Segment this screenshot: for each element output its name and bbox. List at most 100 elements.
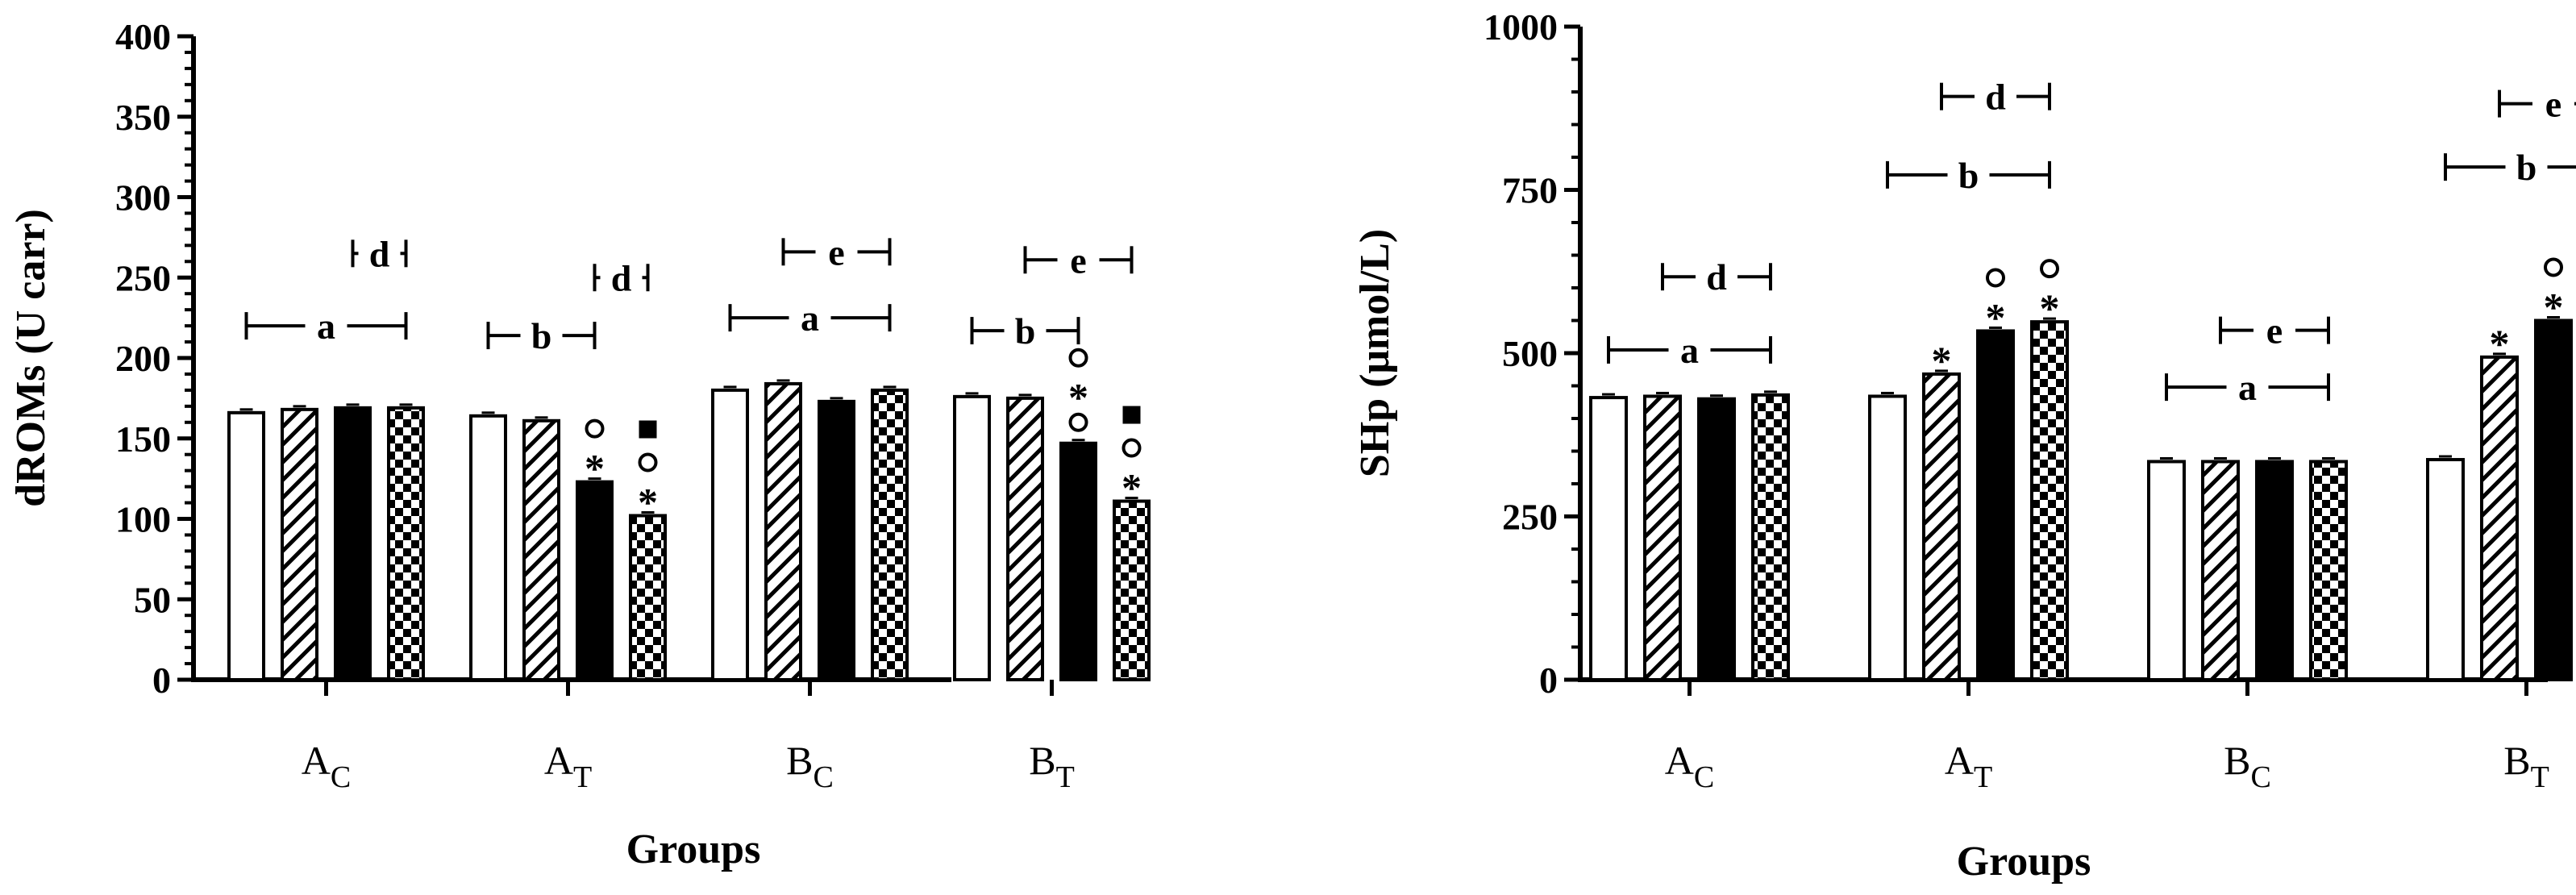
- bar-black: [1059, 441, 1097, 681]
- square-marker: [1122, 406, 1141, 424]
- bar-black: [2534, 318, 2573, 681]
- asterisk-marker: *: [2490, 321, 2510, 366]
- category-label: BT: [2503, 738, 2549, 794]
- bar-checker: [2030, 320, 2069, 681]
- category-label: AT: [1945, 738, 1992, 794]
- y-tick-label: 250: [1502, 497, 1558, 538]
- square-marker: [639, 420, 657, 439]
- category-main: B: [786, 738, 813, 783]
- category-label: BT: [1029, 738, 1075, 794]
- bracket-label: b: [1015, 310, 1036, 352]
- bar-black: [1697, 397, 1736, 681]
- circle-marker: [1068, 348, 1088, 368]
- bracket-label: d: [1706, 256, 1727, 298]
- bracket-label: a: [801, 298, 819, 339]
- y-tick-label: 250: [115, 257, 171, 298]
- y-tick-label: 350: [115, 97, 171, 138]
- bracket-label: d: [611, 257, 632, 298]
- circle-marker: [638, 452, 658, 472]
- category-sub: T: [1974, 760, 1992, 794]
- bar-black: [1976, 329, 2015, 681]
- y-axis-title: dROMs (U carr): [8, 209, 54, 507]
- asterisk-marker: *: [1932, 338, 1952, 383]
- bracket-label: b: [531, 315, 552, 356]
- category-sub: C: [2251, 760, 2271, 794]
- category-sub: T: [2531, 760, 2549, 794]
- category-main: B: [2224, 738, 2250, 783]
- bracket-label: b: [1958, 155, 1979, 196]
- bar-white: [227, 410, 265, 681]
- asterisk-marker: *: [638, 480, 658, 525]
- category-sub: T: [573, 760, 592, 794]
- category-sub: C: [1694, 760, 1714, 794]
- category-label: BC: [786, 738, 834, 794]
- bar-hatch: [2201, 460, 2240, 682]
- bar-hatch: [522, 418, 560, 681]
- category-main: B: [2503, 738, 2530, 783]
- category-label: AT: [544, 738, 592, 794]
- bracket-label: e: [2266, 310, 2283, 352]
- category-main: A: [1665, 738, 1694, 783]
- bar-black: [576, 480, 614, 681]
- bar-checker: [871, 388, 909, 681]
- bar-hatch: [1643, 394, 1682, 681]
- category-sub: C: [331, 760, 351, 794]
- asterisk-marker: *: [2040, 285, 2060, 331]
- category-main: A: [544, 738, 573, 783]
- category-label: AC: [302, 738, 351, 794]
- y-tick-label: 300: [115, 177, 171, 219]
- y-tick-label: 150: [115, 418, 171, 460]
- bar-white: [1868, 394, 1907, 681]
- x-axis-title: Groups: [1957, 839, 2091, 885]
- bar-white: [2147, 460, 2186, 682]
- bar-white: [953, 394, 991, 681]
- bar-white: [711, 388, 749, 681]
- bar-hatch: [281, 407, 318, 681]
- asterisk-marker: *: [1068, 375, 1088, 420]
- y-tick-label: 100: [115, 499, 171, 540]
- category-sub: T: [1056, 760, 1075, 794]
- y-tick-label: 200: [115, 338, 171, 379]
- bar-white: [1589, 396, 1628, 681]
- circle-marker: [585, 418, 605, 439]
- bracket-label: e: [828, 231, 844, 273]
- y-tick-label: 400: [115, 16, 171, 57]
- bracket-label: a: [317, 306, 335, 347]
- bar-hatch: [1922, 372, 1961, 681]
- bar-hatch: [1006, 396, 1044, 681]
- bar-hatch: [764, 381, 802, 681]
- bracket-label: b: [2516, 147, 2537, 188]
- y-axis-title: SHp (μmol/L): [1352, 229, 1398, 477]
- category-label: BC: [2224, 738, 2271, 794]
- bar-checker: [2309, 460, 2348, 682]
- bracket-label: e: [2545, 84, 2561, 125]
- x-axis-title: Groups: [626, 826, 761, 872]
- bar-black: [334, 406, 372, 681]
- bracket-label: a: [2238, 367, 2257, 408]
- circle-marker: [2544, 257, 2563, 277]
- asterisk-marker: *: [2544, 285, 2564, 330]
- bar-white: [2426, 458, 2465, 682]
- asterisk-marker: *: [1122, 465, 1142, 510]
- bar-checker: [1751, 393, 1790, 681]
- y-tick-label: 50: [134, 579, 171, 620]
- y-tick-label: 1000: [1484, 6, 1558, 48]
- bar-hatch: [2480, 355, 2519, 681]
- asterisk-marker: *: [1986, 294, 2006, 339]
- circle-marker: [1068, 412, 1088, 432]
- category-sub: C: [814, 760, 834, 794]
- y-tick-label: 0: [1539, 660, 1558, 701]
- circle-marker: [2040, 259, 2059, 279]
- bar-white: [469, 414, 507, 681]
- y-tick-label: 500: [1502, 333, 1558, 374]
- bar-black: [818, 399, 855, 681]
- bar-checker: [387, 406, 425, 681]
- circle-marker: [1122, 438, 1142, 458]
- y-tick-label: 0: [152, 660, 171, 701]
- bracket-label: d: [1985, 77, 2006, 118]
- bracket-label: d: [369, 233, 390, 274]
- asterisk-marker: *: [585, 446, 605, 491]
